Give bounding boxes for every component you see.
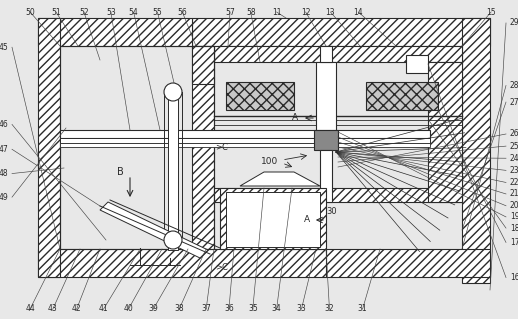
Bar	[220, 188, 326, 249]
Text: 56: 56	[178, 8, 187, 17]
Text: 23: 23	[510, 166, 518, 175]
Text: 17: 17	[510, 238, 518, 247]
Text: 22: 22	[510, 178, 518, 187]
Text: A: A	[304, 216, 310, 225]
Text: 100: 100	[261, 158, 278, 167]
Text: 55: 55	[153, 8, 162, 17]
Bar	[60, 143, 430, 147]
Bar	[214, 46, 462, 62]
Text: 50: 50	[25, 8, 35, 17]
Text: 28: 28	[510, 81, 518, 90]
Text: 43: 43	[48, 304, 57, 313]
Bar	[38, 249, 326, 277]
Text: 51: 51	[51, 8, 61, 17]
Text: 13: 13	[326, 8, 335, 17]
Text: 27: 27	[510, 98, 518, 107]
Text: 49: 49	[0, 193, 8, 202]
Bar	[314, 130, 338, 150]
Polygon shape	[100, 202, 208, 258]
Bar	[320, 46, 332, 62]
Bar	[38, 18, 60, 277]
Text: 52: 52	[79, 8, 89, 17]
Bar	[320, 150, 332, 202]
Text: 42: 42	[72, 304, 81, 313]
Text: 48: 48	[0, 169, 8, 178]
Text: 30: 30	[326, 207, 337, 217]
Text: 29: 29	[510, 19, 518, 27]
Bar	[60, 130, 430, 138]
Text: 25: 25	[510, 142, 518, 151]
Bar	[214, 188, 462, 202]
Circle shape	[164, 83, 182, 101]
Text: 32: 32	[325, 304, 334, 313]
Text: 58: 58	[246, 8, 255, 17]
Bar	[60, 46, 214, 249]
Bar	[226, 82, 294, 110]
Text: 46: 46	[0, 120, 8, 129]
Text: 24: 24	[510, 154, 518, 163]
Text: 15: 15	[486, 8, 496, 17]
Circle shape	[164, 231, 182, 249]
Text: 12: 12	[301, 8, 310, 17]
Text: 36: 36	[224, 304, 234, 313]
Text: 39: 39	[149, 304, 158, 313]
Text: 54: 54	[129, 8, 138, 17]
Text: 35: 35	[248, 304, 257, 313]
Bar	[366, 82, 438, 110]
Bar	[462, 18, 490, 283]
Text: B: B	[117, 167, 124, 177]
Text: 11: 11	[272, 8, 281, 17]
Bar	[406, 55, 428, 73]
Bar	[192, 46, 214, 256]
Bar	[326, 249, 490, 277]
Bar	[316, 62, 336, 130]
Text: 19: 19	[510, 212, 518, 221]
Text: 31: 31	[358, 304, 367, 313]
Bar	[428, 62, 462, 202]
Text: 14: 14	[354, 8, 363, 17]
Text: 41: 41	[99, 304, 108, 313]
Text: 34: 34	[272, 304, 281, 313]
Text: 20: 20	[510, 201, 518, 210]
Text: 21: 21	[510, 189, 518, 198]
Text: >C: >C	[215, 263, 228, 272]
Text: 40: 40	[124, 304, 133, 313]
Bar	[38, 18, 192, 46]
Text: 37: 37	[202, 304, 211, 313]
Text: 33: 33	[297, 304, 306, 313]
Polygon shape	[240, 172, 320, 186]
Text: >C: >C	[215, 144, 228, 152]
Text: 18: 18	[510, 224, 518, 233]
Text: 16: 16	[510, 273, 518, 282]
Text: 53: 53	[106, 8, 116, 17]
Text: 57: 57	[225, 8, 235, 17]
Text: 38: 38	[175, 304, 184, 313]
Bar	[226, 192, 320, 247]
Text: 47: 47	[0, 145, 8, 154]
Bar	[168, 90, 178, 250]
Text: 44: 44	[25, 304, 35, 313]
Text: 26: 26	[510, 130, 518, 138]
Bar	[192, 18, 490, 46]
Text: A: A	[292, 114, 298, 122]
Bar	[60, 138, 430, 143]
Text: 45: 45	[0, 43, 8, 52]
Bar	[192, 46, 214, 84]
